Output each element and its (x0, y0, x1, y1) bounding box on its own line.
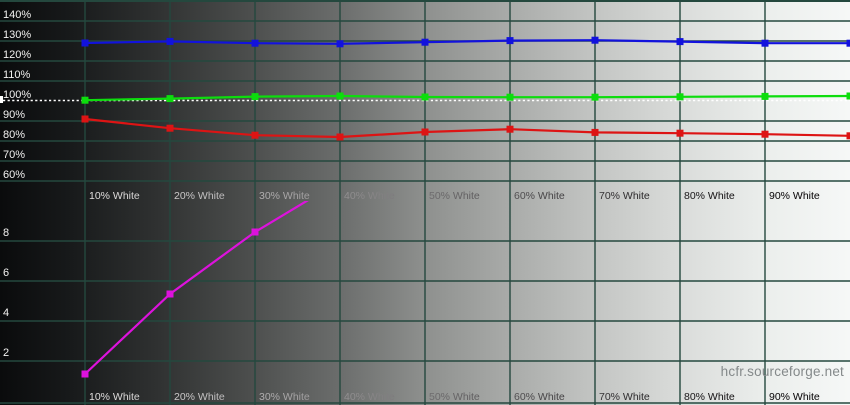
series-line-magenta (84, 201, 309, 375)
series-marker-blue (421, 38, 429, 46)
series-marker-blue (166, 37, 174, 45)
series-marker-magenta (166, 290, 174, 298)
series-marker-blue (251, 39, 259, 47)
series-marker-red (81, 115, 89, 123)
series-marker-green (251, 93, 259, 101)
series-marker-red (676, 129, 684, 137)
series-marker-green (591, 93, 599, 101)
series-marker-green (761, 92, 769, 100)
series-marker-red (506, 125, 514, 133)
series-marker-green (336, 92, 344, 100)
series-marker-red (421, 128, 429, 136)
series-marker-green (421, 93, 429, 101)
series-marker-green (166, 95, 174, 103)
series-marker-green (81, 96, 89, 104)
reference-left-tick (0, 96, 3, 103)
series-marker-red (846, 132, 850, 140)
series-marker-green (676, 93, 684, 101)
series-marker-blue (761, 39, 769, 47)
series-marker-red (166, 124, 174, 132)
series-line-blue (84, 39, 850, 45)
series-marker-magenta (81, 370, 89, 378)
series-line-green (84, 94, 850, 102)
series-marker-blue (846, 39, 850, 47)
series-marker-green (506, 93, 514, 101)
series-marker-blue (676, 38, 684, 46)
series-marker-red (251, 131, 259, 139)
series-marker-red (761, 130, 769, 138)
series-marker-blue (81, 39, 89, 47)
series-marker-green (846, 92, 850, 100)
series-marker-magenta (251, 228, 259, 236)
series-line-red (84, 117, 850, 139)
series-marker-blue (591, 36, 599, 44)
series-marker-red (336, 133, 344, 141)
series-marker-red (591, 128, 599, 136)
series-marker-blue (506, 37, 514, 45)
series-marker-blue (336, 40, 344, 48)
gamma-pane (81, 201, 309, 378)
watermark-text: hcfr.sourceforge.net (720, 364, 844, 379)
